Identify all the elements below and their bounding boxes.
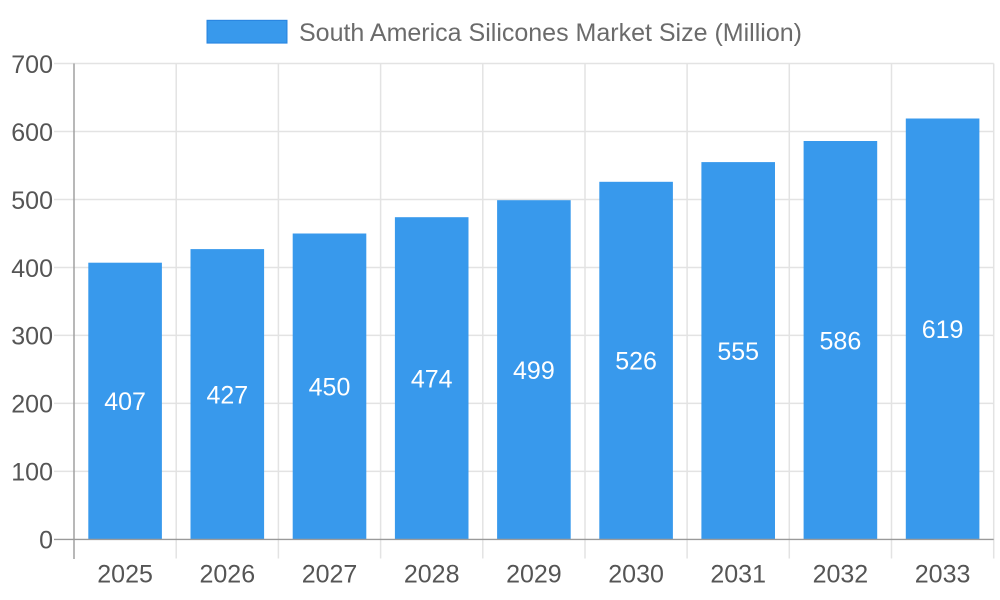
svg-text:499: 499 (513, 357, 555, 385)
svg-text:2026: 2026 (199, 561, 255, 589)
svg-text:2031: 2031 (710, 561, 766, 589)
svg-text:427: 427 (206, 381, 248, 409)
svg-text:407: 407 (104, 388, 146, 416)
svg-text:526: 526 (615, 348, 657, 376)
svg-text:South America Silicones Market: South America Silicones Market Size (Mil… (299, 19, 802, 47)
svg-text:100: 100 (11, 459, 53, 487)
svg-text:500: 500 (11, 187, 53, 215)
svg-text:0: 0 (39, 527, 53, 555)
svg-text:2025: 2025 (97, 561, 153, 589)
svg-text:555: 555 (717, 338, 759, 366)
svg-text:586: 586 (820, 327, 862, 355)
svg-text:2028: 2028 (404, 561, 460, 589)
svg-text:700: 700 (11, 51, 53, 79)
svg-text:2033: 2033 (915, 561, 971, 589)
svg-text:474: 474 (411, 365, 453, 393)
svg-text:2032: 2032 (813, 561, 869, 589)
svg-text:2030: 2030 (608, 561, 664, 589)
svg-text:200: 200 (11, 391, 53, 419)
svg-text:2027: 2027 (302, 561, 358, 589)
svg-text:450: 450 (309, 374, 351, 402)
svg-text:300: 300 (11, 323, 53, 351)
svg-text:2029: 2029 (506, 561, 562, 589)
svg-text:619: 619 (922, 316, 964, 344)
svg-text:400: 400 (11, 255, 53, 283)
svg-text:600: 600 (11, 119, 53, 147)
